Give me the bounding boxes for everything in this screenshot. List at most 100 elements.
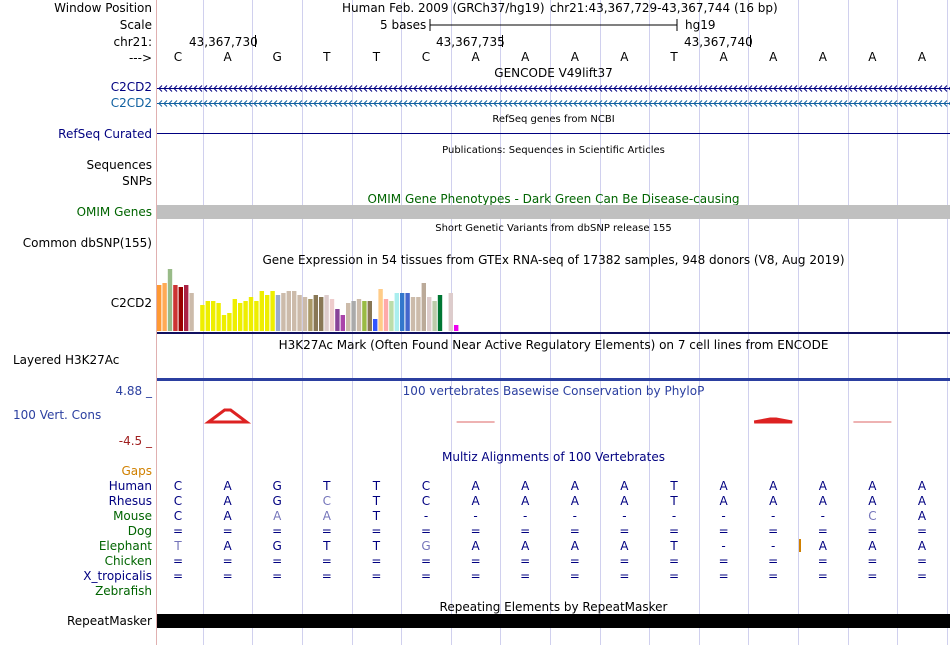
dbsnp-track-title[interactable]: Short Genetic Variants from dbSNP releas…	[435, 223, 672, 234]
publications-sequences-label[interactable]: Sequences	[86, 158, 152, 172]
h3k27ac-track-title[interactable]: H3K27Ac Mark (Often Found Near Active Re…	[278, 338, 829, 352]
gtex-tissue-bar[interactable]	[189, 293, 194, 331]
gtex-bar-graph[interactable]	[157, 266, 950, 334]
refseq-line[interactable]	[157, 128, 950, 138]
gtex-tissue-bar[interactable]	[297, 295, 302, 331]
dbsnp-track-label[interactable]: Common dbSNP(155)	[22, 236, 152, 250]
h3k27ac-track-label[interactable]: Layered H3K27Ac	[13, 353, 120, 367]
cons-score-mark[interactable]	[753, 417, 793, 424]
repeatmasker-track-label[interactable]: RepeatMasker	[66, 614, 152, 628]
species-label[interactable]: Zebrafish	[95, 584, 152, 598]
gtex-tissue-bar[interactable]	[248, 297, 254, 331]
gencode-gene-label-2[interactable]: C2CD2	[110, 96, 152, 110]
gtex-tissue-bar[interactable]	[162, 283, 167, 331]
repeatmasker-feature-bar[interactable]	[157, 614, 950, 628]
gtex-tissue-bar[interactable]	[178, 287, 183, 331]
gtex-tissue-bar[interactable]	[383, 299, 389, 331]
gtex-tissue-bar[interactable]	[410, 297, 416, 331]
gtex-tissue-bar[interactable]	[302, 297, 308, 331]
gtex-tissue-bar[interactable]	[394, 293, 399, 331]
gtex-tissue-bar[interactable]	[448, 293, 453, 331]
insertion-marker[interactable]	[799, 539, 801, 552]
publications-snps-label[interactable]: SNPs	[122, 174, 152, 188]
gtex-tissue-bar[interactable]	[346, 303, 351, 331]
omim-track-label[interactable]: OMIM Genes	[76, 205, 152, 219]
gtex-tissue-bar[interactable]	[281, 293, 286, 331]
gtex-tissue-bar[interactable]	[427, 297, 432, 331]
species-label[interactable]: Elephant	[98, 539, 152, 553]
multiz-track-title[interactable]: Multiz Alignments of 100 Vertebrates	[441, 450, 666, 464]
gtex-tissue-bar[interactable]	[194, 307, 200, 331]
browser-track-area[interactable]: Human Feb. 2009 (GRCh37/hg19) chr21:43,3…	[157, 0, 950, 645]
gtex-tissue-bar[interactable]	[421, 283, 426, 331]
gtex-tissue-bar[interactable]	[270, 291, 275, 331]
gtex-tissue-bar[interactable]	[200, 305, 205, 331]
gencode-transcripts[interactable]	[157, 80, 950, 110]
gtex-tissue-bar[interactable]	[432, 301, 437, 331]
gtex-tissue-bar[interactable]	[389, 301, 394, 331]
gtex-tissue-bar[interactable]	[329, 299, 335, 331]
gtex-tissue-bar[interactable]	[211, 301, 216, 331]
gtex-tissue-bar[interactable]	[286, 291, 291, 331]
gtex-gene-label[interactable]: C2CD2	[110, 296, 152, 310]
gtex-tissue-bar[interactable]	[243, 301, 248, 331]
gtex-tissue-bar[interactable]	[173, 285, 178, 331]
gtex-tissue-bar[interactable]	[405, 293, 410, 331]
gtex-tissue-bar[interactable]	[400, 293, 405, 331]
species-label[interactable]: Mouse	[113, 509, 152, 523]
refseq-track-label[interactable]: RefSeq Curated	[58, 127, 152, 141]
strand-chevron	[628, 100, 633, 107]
species-label[interactable]: Chicken	[104, 554, 152, 568]
strand-chevron	[923, 100, 928, 107]
gtex-tissue-bar[interactable]	[378, 289, 383, 331]
alignment-base: A	[769, 494, 778, 508]
omim-feature-bar[interactable]	[157, 205, 950, 219]
gtex-tissue-bar[interactable]	[227, 313, 232, 331]
gtex-tissue-bar[interactable]	[340, 315, 345, 331]
gtex-tissue-bar[interactable]	[373, 319, 378, 331]
cons-track-label[interactable]: 100 Vert. Cons	[13, 408, 102, 422]
cons-track-title[interactable]: 100 vertebrates Basewise Conservation by…	[402, 384, 705, 398]
gencode-track-title[interactable]: GENCODE V49lift37	[494, 66, 613, 80]
window-position-text[interactable]: chr21:43,367,729-43,367,744 (16 bp)	[550, 1, 778, 15]
gtex-tissue-bar[interactable]	[356, 299, 362, 331]
gtex-tissue-bar[interactable]	[367, 301, 372, 331]
repeatmasker-track-title[interactable]: Repeating Elements by RepeatMasker	[439, 600, 668, 614]
gtex-tissue-bar[interactable]	[454, 325, 459, 331]
gtex-tissue-bar[interactable]	[216, 303, 221, 331]
species-label[interactable]: X_tropicalis	[83, 569, 152, 583]
gtex-tissue-bar[interactable]	[232, 299, 237, 331]
gtex-tissue-bar[interactable]	[205, 301, 210, 331]
gtex-tissue-bar[interactable]	[221, 315, 227, 331]
species-label[interactable]: Dog	[127, 524, 152, 538]
gtex-tissue-bar[interactable]	[167, 269, 173, 331]
gtex-track-title[interactable]: Gene Expression in 54 tissues from GTEx …	[262, 253, 845, 267]
gtex-tissue-bar[interactable]	[362, 301, 367, 331]
gtex-tissue-bar[interactable]	[308, 299, 313, 331]
gtex-tissue-bar[interactable]	[259, 291, 264, 331]
publications-track-title[interactable]: Publications: Sequences in Scientific Ar…	[442, 145, 665, 156]
gtex-tissue-bar[interactable]	[443, 327, 448, 331]
gtex-tissue-bar[interactable]	[292, 291, 297, 331]
gtex-tissue-bar[interactable]	[319, 297, 324, 331]
gtex-tissue-bar[interactable]	[184, 285, 189, 331]
gtex-tissue-bar[interactable]	[324, 295, 329, 331]
refseq-track-title[interactable]: RefSeq genes from NCBI	[492, 114, 615, 125]
cons-wiggle[interactable]	[157, 398, 950, 446]
gtex-tissue-bar[interactable]	[351, 301, 356, 331]
gencode-gene-label[interactable]: C2CD2	[110, 80, 152, 94]
omim-track-title[interactable]: OMIM Gene Phenotypes - Dark Green Can Be…	[367, 192, 740, 206]
gtex-tissue-bar[interactable]	[437, 295, 443, 331]
gtex-tissue-bar[interactable]	[335, 309, 340, 331]
gtex-tissue-bar[interactable]	[265, 295, 270, 331]
species-label[interactable]: Human	[108, 479, 152, 493]
gtex-tissue-bar[interactable]	[313, 295, 318, 331]
gtex-tissue-bar[interactable]	[254, 301, 259, 331]
gtex-tissue-bar[interactable]	[238, 303, 243, 331]
gtex-tissue-bar[interactable]	[275, 295, 281, 331]
gtex-tissue-bar[interactable]	[157, 285, 162, 331]
cons-score-mark[interactable]	[204, 408, 252, 424]
h3k27ac-signal[interactable]	[157, 377, 950, 383]
gtex-tissue-bar[interactable]	[416, 297, 421, 331]
species-label[interactable]: Rhesus	[108, 494, 152, 508]
